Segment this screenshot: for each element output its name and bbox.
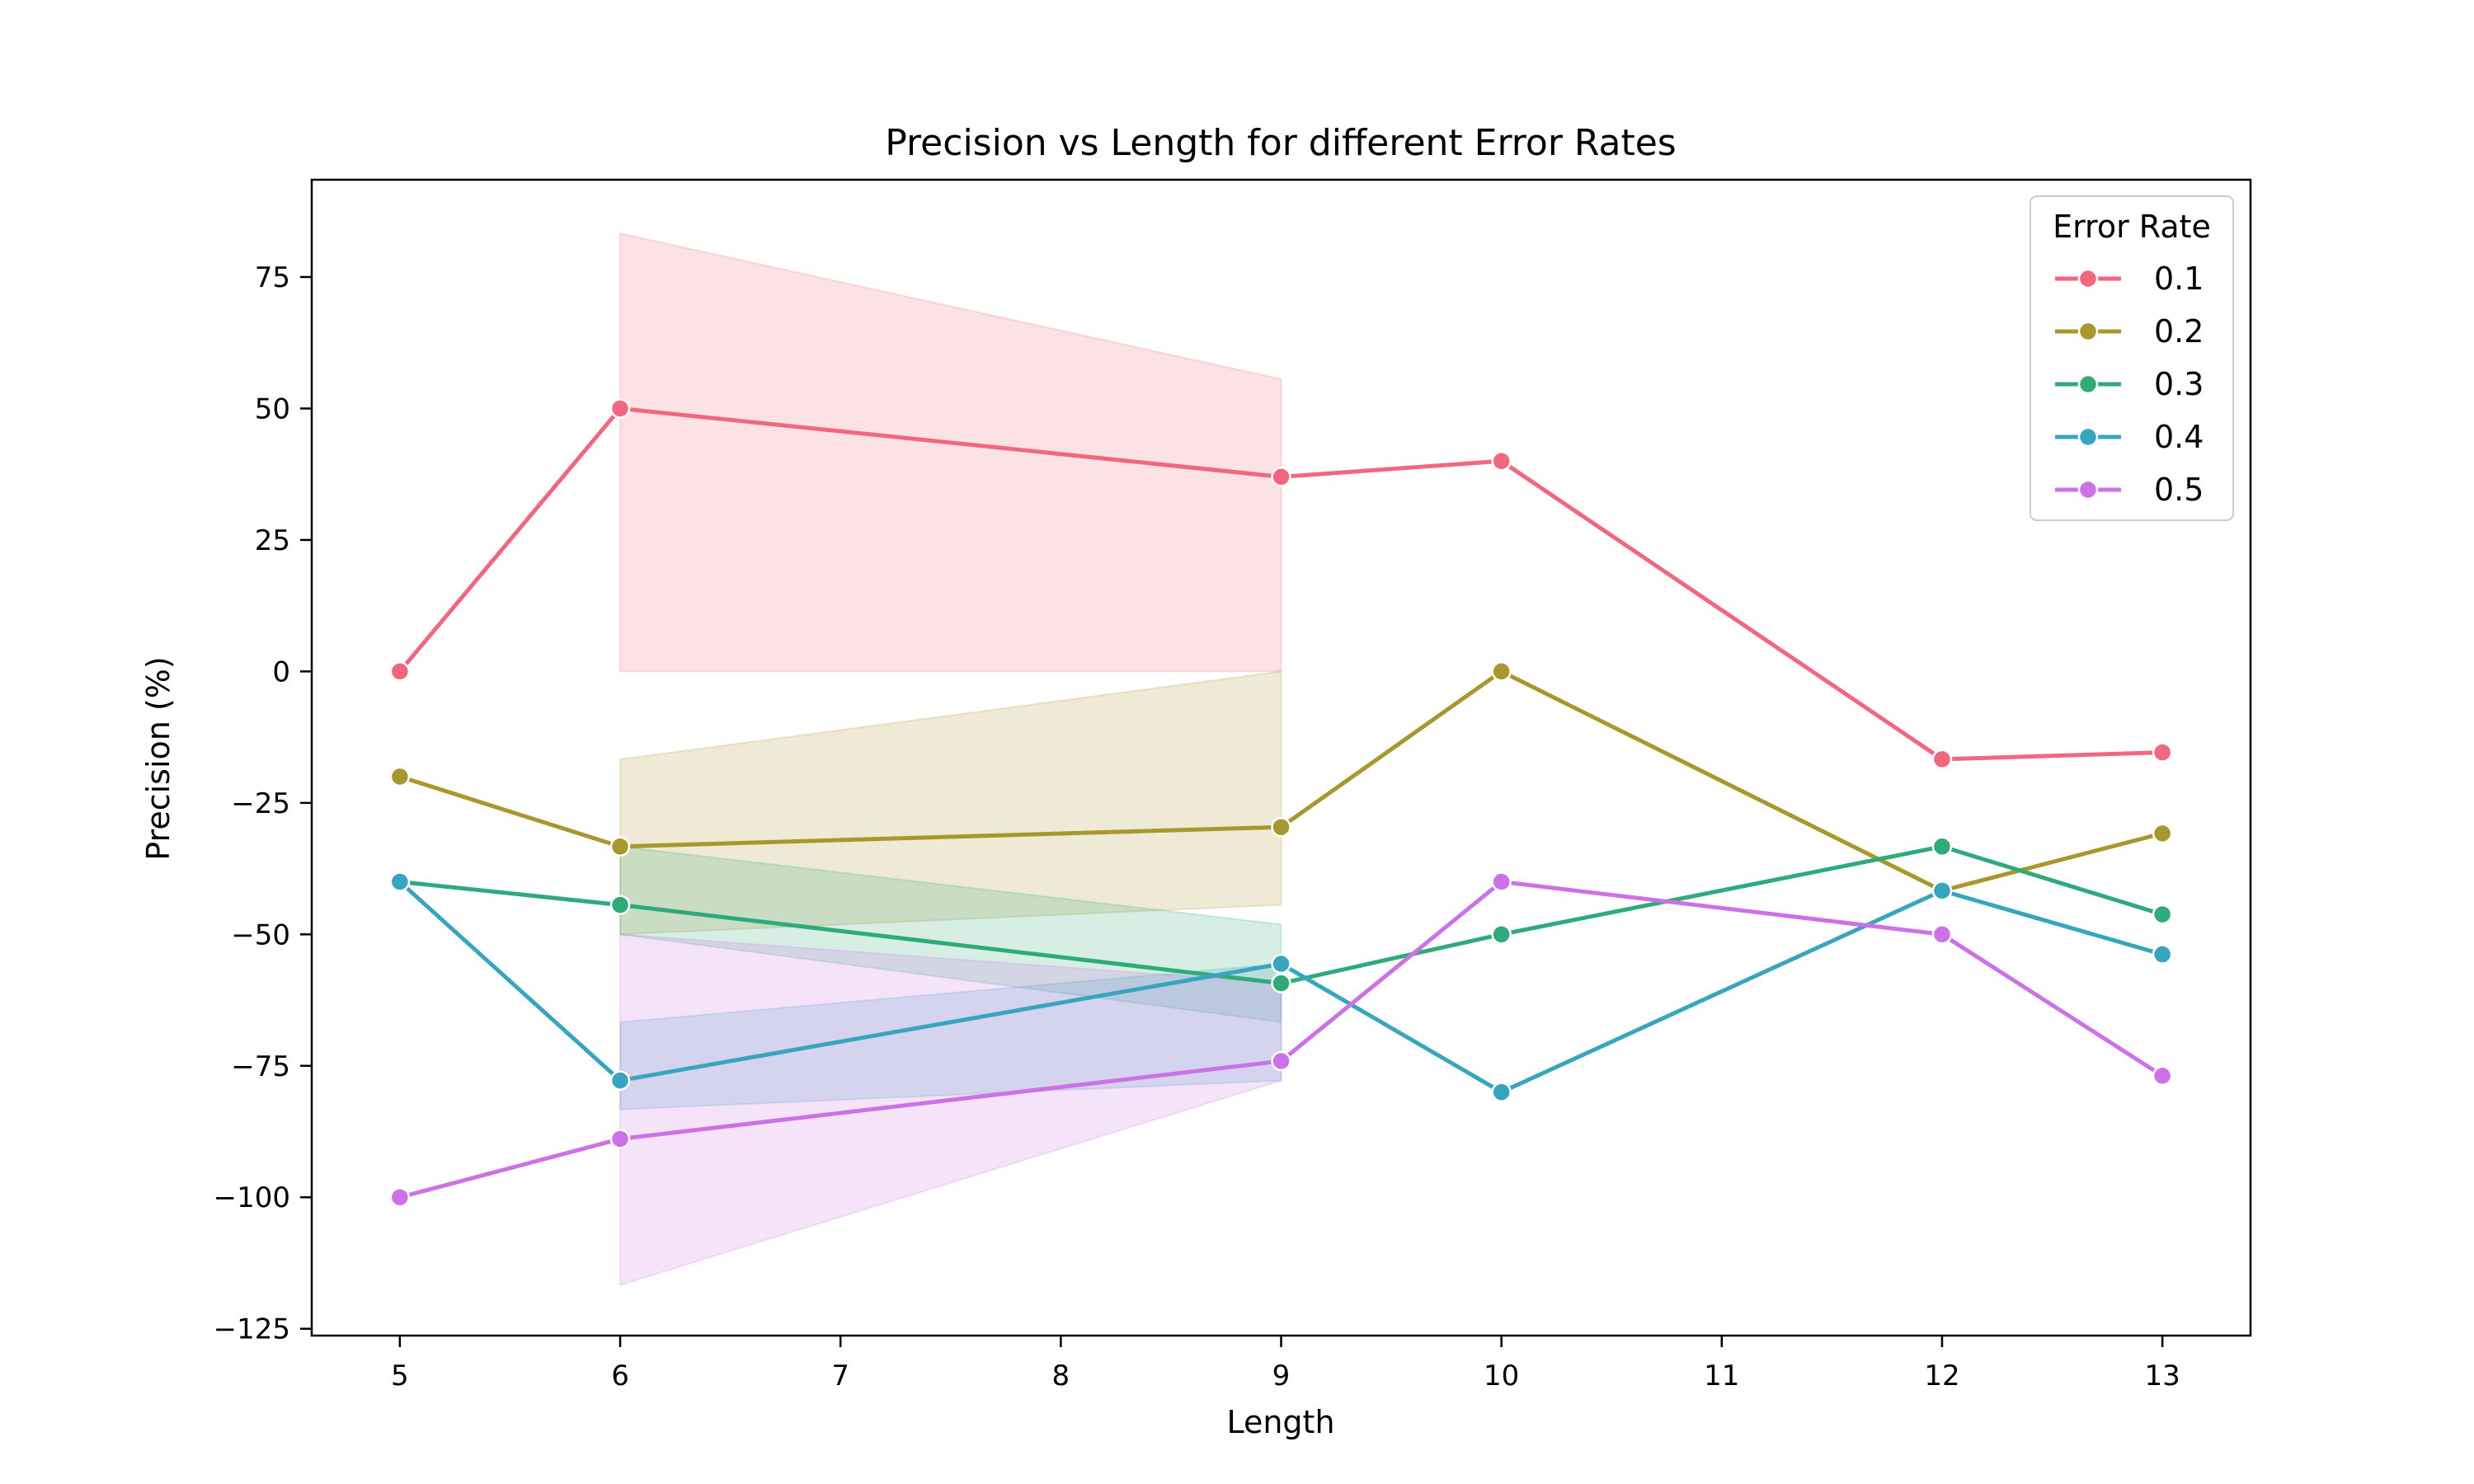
series-line-0.4 [397, 880, 2165, 1095]
x-tick-label: 5 [391, 1360, 409, 1392]
confidence-bands [619, 232, 1282, 1287]
y-tick-label: −100 [214, 1181, 290, 1214]
legend-label: 0.4 [2154, 419, 2204, 455]
legend-title: Error Rate [2053, 209, 2211, 245]
legend-label: 0.5 [2154, 472, 2204, 508]
x-tick-label: 8 [1052, 1360, 1070, 1392]
data-point-0.2-x13 [2152, 823, 2173, 844]
data-point-0.4-x10 [1491, 1082, 1512, 1102]
legend-marker [2077, 426, 2099, 448]
y-axis-label: Precision (%) [140, 656, 176, 860]
series-line-0.5 [397, 880, 2165, 1200]
data-point-0.3-x10 [1491, 924, 1512, 945]
data-point-0.3-x13 [2152, 904, 2173, 925]
x-axis-label: Length [1226, 1404, 1334, 1440]
data-point-0.5-x9 [1271, 1050, 1291, 1072]
x-tick-label: 7 [831, 1360, 849, 1392]
data-point-0.1-x6 [609, 398, 631, 419]
legend-item-0.5: 0.5 [2055, 472, 2204, 508]
series-line-0.2 [397, 669, 2165, 893]
y-tick-label: 0 [272, 655, 290, 688]
y-tick-label: −50 [231, 918, 290, 951]
legend-item-0.4: 0.4 [2055, 419, 2204, 455]
ci-band-0.2 [619, 670, 1282, 936]
data-point-0.2-x9 [1271, 816, 1291, 838]
data-point-0.5-x12 [1931, 924, 1953, 945]
legend-marker [2077, 321, 2099, 342]
data-point-0.4-x6 [609, 1070, 631, 1091]
data-point-0.1-x12 [1931, 749, 1953, 770]
data-point-0.4-x5 [389, 871, 411, 892]
x-axis-ticks: 5 6 7 8 9 10 11 12 13 [391, 1336, 2180, 1392]
data-point-0.3-x9 [1271, 973, 1291, 993]
y-tick-label: −75 [231, 1050, 290, 1083]
legend-marker [2077, 479, 2099, 500]
data-point-0.4-x9 [1271, 953, 1291, 974]
data-point-0.4-x12 [1931, 881, 1953, 901]
data-point-0.5-x13 [2152, 1065, 2173, 1087]
y-tick-label: −25 [231, 787, 290, 820]
y-tick-label: 25 [255, 524, 290, 557]
x-tick-label: 9 [1272, 1360, 1291, 1392]
legend-marker [2077, 373, 2099, 395]
series-lines [397, 406, 2165, 1200]
ci-band-0.5 [619, 933, 1282, 1287]
legend-item-0.1: 0.1 [2055, 261, 2204, 297]
series-line-0.3 [397, 844, 2165, 986]
data-point-0.2-x6 [609, 836, 631, 857]
y-tick-label: 75 [255, 261, 290, 294]
series-line-0.1 [397, 406, 2165, 762]
legend-item-0.3: 0.3 [2055, 366, 2204, 402]
x-tick-label: 11 [1704, 1360, 1739, 1392]
x-tick-label: 10 [1484, 1360, 1519, 1392]
legend-label: 0.3 [2154, 366, 2204, 402]
legend: Error Rate 0.1 0.2 0.3 0.4 0.5 [2030, 195, 2234, 521]
x-tick-label: 12 [1924, 1360, 1959, 1392]
series-points [389, 398, 2173, 1208]
chart-title: Precision vs Length for different Error … [885, 122, 1676, 164]
legend-label: 0.2 [2154, 313, 2204, 350]
data-point-0.1-x9 [1271, 467, 1291, 487]
legend-items: 0.1 0.2 0.3 0.4 0.5 [2055, 261, 2204, 508]
data-point-0.1-x13 [2152, 742, 2173, 763]
data-point-0.1-x10 [1491, 451, 1512, 472]
data-point-0.4-x13 [2152, 944, 2173, 965]
legend-label: 0.1 [2154, 261, 2204, 297]
data-point-0.2-x5 [389, 766, 411, 787]
legend-item-0.2: 0.2 [2055, 313, 2204, 350]
x-tick-label: 6 [611, 1360, 629, 1392]
legend-marker [2077, 268, 2099, 289]
y-tick-label: 50 [255, 392, 290, 425]
y-tick-label: −125 [214, 1313, 290, 1346]
data-point-0.1-x5 [389, 661, 411, 682]
ci-band-0.1 [619, 232, 1282, 673]
data-point-0.5-x10 [1491, 871, 1512, 892]
y-axis-ticks: −125 −100 −75 −50 −25 0 25 50 75 [214, 261, 312, 1346]
data-point-0.3-x12 [1931, 836, 1953, 857]
data-point-0.2-x10 [1491, 661, 1512, 682]
data-point-0.5-x6 [609, 1129, 631, 1149]
data-point-0.3-x6 [609, 895, 631, 915]
x-tick-label: 13 [2145, 1360, 2180, 1392]
data-point-0.5-x5 [389, 1186, 411, 1208]
